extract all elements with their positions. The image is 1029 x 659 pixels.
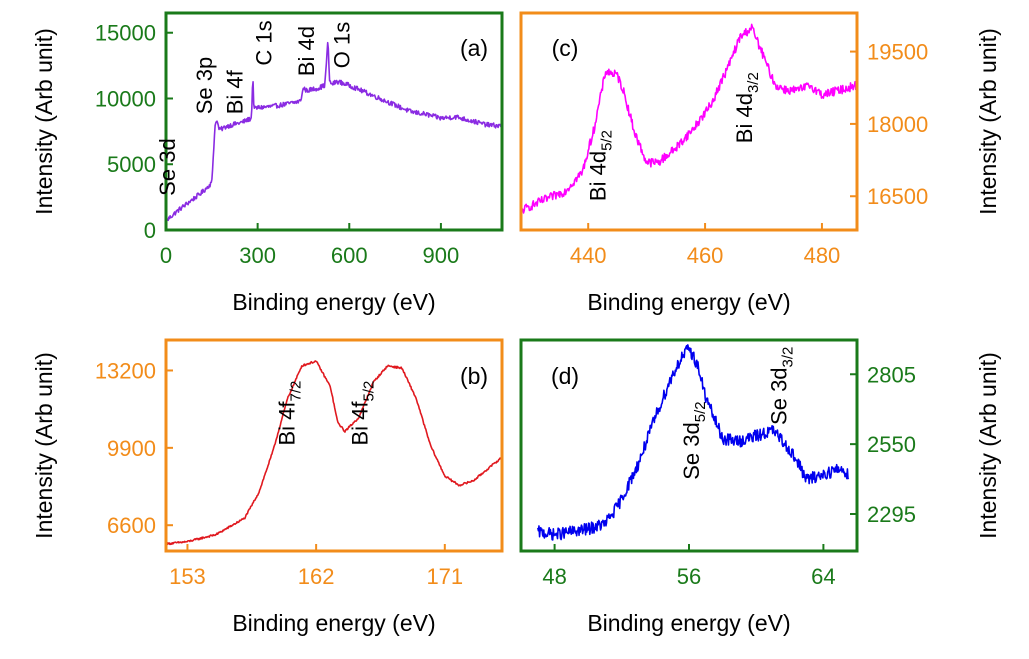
panel-label-c: (c): [552, 35, 579, 61]
y-tick-label-d-1: 2550: [867, 432, 916, 457]
peak-annotation-label: C 1s: [251, 20, 276, 65]
peak-annotation-b-1: Bi 4f5/2: [348, 381, 378, 446]
panel-label-a: (a): [460, 35, 488, 61]
peak-annotation-label: Se 3d: [155, 138, 180, 196]
y-tick-label-c-0: 16500: [867, 184, 928, 209]
peak-annotation-subscript: 5/2: [599, 130, 616, 151]
peak-annotation-label: Bi 4d: [732, 93, 757, 143]
x-tick-label-b-0: 153: [169, 564, 206, 589]
y-tick-label-d-2: 2805: [867, 362, 916, 387]
peak-annotation-subscript: 5/2: [692, 401, 709, 422]
plot-frame-b: [164, 338, 504, 553]
x-axis-title-c: Binding energy (eV): [587, 289, 790, 315]
peak-annotation-subscript: 3/2: [745, 72, 762, 93]
y-axis-title-a: Intensity (Arb unit): [31, 28, 57, 215]
peak-annotation-label: O 1s: [329, 22, 354, 68]
peak-annotation-a-3: C 1s: [251, 20, 276, 65]
x-tick-label-a-2: 600: [331, 243, 368, 268]
peak-annotation-d-0: Se 3d5/2: [679, 401, 709, 479]
y-tick-label-b-2: 13200: [95, 358, 156, 383]
panel-label-b: (b): [460, 363, 488, 389]
y-tick-label-a-1: 5000: [107, 152, 156, 177]
peak-annotation-label: Se 3d: [679, 422, 704, 480]
spectrum-line-a: [166, 41, 503, 222]
x-tick-label-a-1: 300: [239, 243, 276, 268]
x-axis-title-a: Binding energy (eV): [232, 289, 435, 315]
y-axis-title-d: Intensity (Arb unit): [975, 352, 1001, 539]
peak-annotation-label: Bi 4d: [294, 26, 319, 76]
peak-annotation-a-0: Se 3d: [155, 138, 180, 196]
peak-annotation-a-1: Se 3p: [192, 57, 217, 115]
spectrum-line-d: [537, 344, 850, 541]
x-tick-label-d-0: 48: [542, 564, 566, 589]
x-tick-label-b-1: 162: [298, 564, 335, 589]
y-tick-label-b-0: 6600: [107, 513, 156, 538]
y-axis-title-c: Intensity (Arb unit): [975, 28, 1001, 215]
peak-annotation-label: Se 3p: [192, 57, 217, 115]
peak-annotation-label: Bi 4f: [222, 69, 247, 114]
peak-annotation-label: Bi 4d: [586, 151, 611, 201]
x-tick-label-d-2: 64: [811, 564, 835, 589]
peak-annotation-label: Bi 4f: [348, 401, 373, 446]
y-tick-label-c-2: 19500: [867, 40, 928, 65]
y-tick-label-a-0: 0: [144, 218, 156, 243]
y-tick-label-d-0: 2295: [867, 502, 916, 527]
peak-annotation-c-1: Bi 4d3/2: [732, 72, 762, 143]
peak-annotation-a-4: Bi 4d: [294, 26, 319, 76]
y-tick-label-a-3: 15000: [95, 21, 156, 46]
panel-label-d: (d): [551, 363, 579, 389]
peak-annotation-subscript: 3/2: [779, 347, 796, 368]
x-tick-label-c-1: 460: [687, 243, 724, 268]
y-tick-label-c-1: 18000: [867, 112, 928, 137]
x-tick-label-a-0: 0: [160, 243, 172, 268]
y-tick-label-a-2: 10000: [95, 86, 156, 111]
plot-frame-a: [164, 11, 504, 232]
spectrum-line-c: [520, 23, 858, 214]
peak-annotation-b-0: Bi 4f7/2: [275, 381, 305, 446]
x-axis-title-b: Binding energy (eV): [232, 610, 435, 636]
x-axis-title-d: Binding energy (eV): [587, 610, 790, 636]
peak-annotation-a-2: Bi 4f: [222, 69, 247, 114]
x-tick-label-c-2: 480: [804, 243, 841, 268]
x-tick-label-b-2: 171: [426, 564, 463, 589]
peak-annotation-subscript: 5/2: [361, 381, 378, 402]
x-tick-label-d-1: 56: [677, 564, 701, 589]
peak-annotation-a-5: O 1s: [329, 22, 354, 68]
peak-annotation-d-1: Se 3d3/2: [766, 347, 796, 425]
peak-annotation-c-0: Bi 4d5/2: [586, 130, 616, 201]
plot-frame-c: [519, 11, 859, 232]
spectrum-line-b: [165, 360, 503, 546]
peak-annotation-subscript: 7/2: [288, 381, 305, 402]
x-tick-label-c-0: 440: [570, 243, 607, 268]
y-tick-label-b-1: 9900: [107, 436, 156, 461]
peak-annotation-label: Se 3d: [766, 367, 791, 425]
x-tick-label-a-3: 900: [423, 243, 460, 268]
peak-annotation-label: Bi 4f: [275, 401, 300, 446]
y-axis-title-b: Intensity (Arb unit): [31, 352, 57, 539]
